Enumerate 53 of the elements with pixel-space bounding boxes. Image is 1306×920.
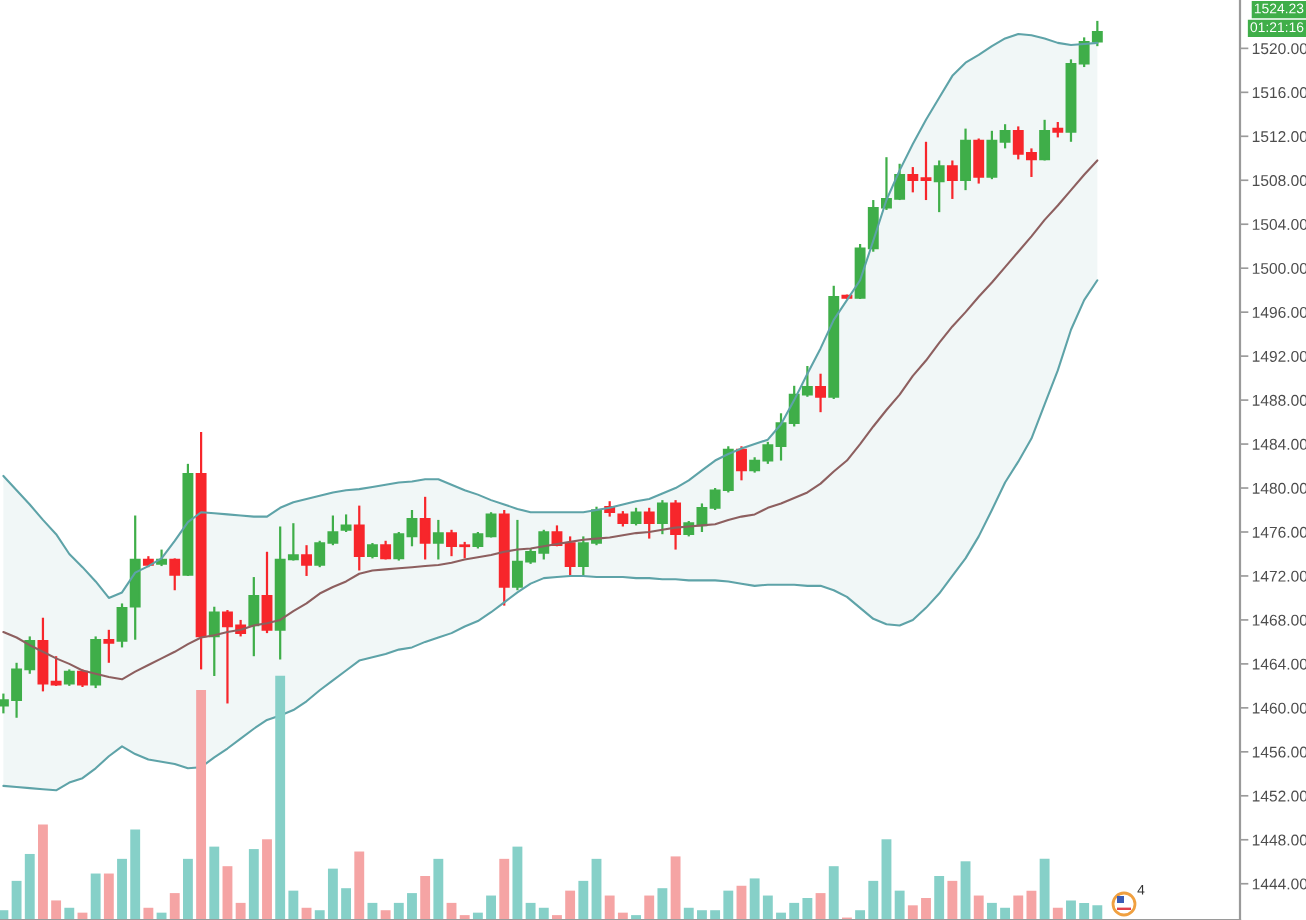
bar <box>947 880 958 920</box>
candlestick <box>973 137 985 185</box>
bar <box>934 875 945 920</box>
candlestick <box>1039 118 1051 162</box>
bar <box>1039 858 1050 920</box>
bar <box>235 902 246 920</box>
bar <box>90 873 101 920</box>
bar <box>169 893 180 920</box>
bar <box>354 851 365 920</box>
bar <box>499 858 510 920</box>
candlestick <box>90 635 102 690</box>
bar <box>1052 907 1063 920</box>
bar <box>644 895 655 920</box>
bar <box>828 866 839 920</box>
bar <box>433 858 444 920</box>
candlestick <box>208 605 220 678</box>
candlestick <box>736 445 747 482</box>
bar <box>222 866 233 920</box>
line-series <box>2 279 1099 792</box>
bar <box>262 839 272 920</box>
bar <box>380 910 391 920</box>
candlestick <box>432 518 444 561</box>
candlestick <box>960 127 971 192</box>
bar <box>103 873 114 920</box>
bar <box>209 846 220 920</box>
candlestick <box>248 575 260 658</box>
bar <box>143 907 154 920</box>
candlestick <box>670 499 682 551</box>
bar <box>894 890 905 920</box>
bar <box>182 858 193 920</box>
bar <box>670 856 681 920</box>
bar <box>973 895 984 920</box>
candlestick <box>933 159 945 214</box>
bar <box>881 839 892 920</box>
candlestick <box>169 557 181 592</box>
candlestick <box>946 159 958 201</box>
bar <box>578 880 589 920</box>
candlestick <box>815 372 827 414</box>
candlestick <box>419 495 431 561</box>
candlestick <box>656 499 668 536</box>
candlestick <box>353 504 365 572</box>
bar <box>960 861 971 920</box>
bar <box>248 849 259 920</box>
bar <box>367 902 378 920</box>
bar <box>420 875 431 920</box>
candlestick <box>103 628 115 664</box>
bar <box>815 893 826 920</box>
bar <box>64 907 75 920</box>
bar <box>196 690 207 920</box>
bar <box>657 888 668 920</box>
bar <box>512 846 523 920</box>
candlestick <box>643 506 655 540</box>
candlestick <box>301 544 312 578</box>
